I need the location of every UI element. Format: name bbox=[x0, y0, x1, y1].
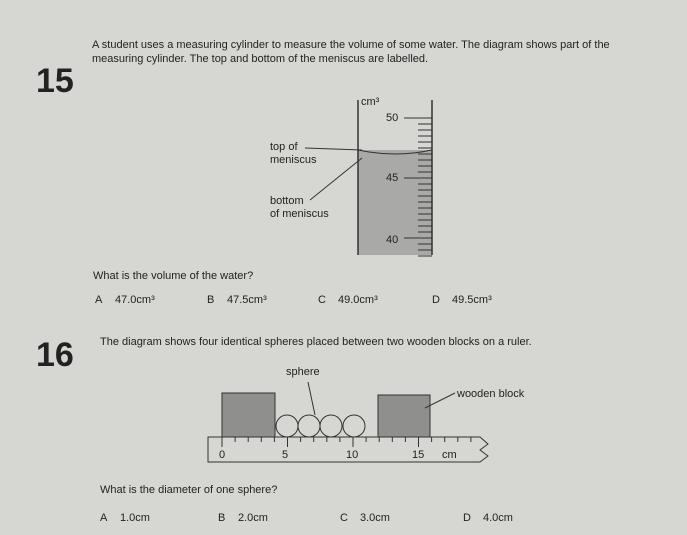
sphere bbox=[319, 414, 343, 438]
pointer-bottom bbox=[309, 157, 363, 201]
sphere bbox=[275, 414, 299, 438]
prompt: What is the diameter of one sphere? bbox=[100, 484, 278, 496]
question-number: 16 bbox=[36, 336, 74, 374]
sphere-label: sphere bbox=[286, 366, 320, 378]
ruler-label: 10 bbox=[346, 449, 359, 461]
option-text: 3.0cm bbox=[360, 512, 390, 524]
option-text: 2.0cm bbox=[238, 512, 268, 524]
option-letter: A bbox=[100, 512, 108, 524]
sphere-pointer bbox=[307, 381, 316, 416]
ruler-label: 15 bbox=[412, 449, 425, 461]
scale-label: 45 bbox=[386, 172, 399, 184]
option-letter: D bbox=[432, 294, 440, 306]
option-text: 49.5cm³ bbox=[452, 294, 492, 306]
ruler-unit: cm bbox=[442, 449, 457, 461]
ruler-label: 0 bbox=[219, 449, 226, 461]
option-letter: D bbox=[463, 512, 471, 524]
question-text: The diagram shows four identical spheres… bbox=[100, 336, 532, 348]
block-label: wooden block bbox=[457, 388, 525, 400]
option-letter: C bbox=[340, 512, 348, 524]
option-letter: A bbox=[95, 294, 103, 306]
wooden-block bbox=[377, 394, 431, 438]
wooden-block bbox=[221, 392, 276, 438]
option-text: 49.0cm³ bbox=[338, 294, 378, 306]
option-letter: B bbox=[207, 294, 215, 306]
option-text: 47.5cm³ bbox=[227, 294, 267, 306]
option-letter: B bbox=[218, 512, 226, 524]
scale-label: 40 bbox=[386, 234, 399, 246]
label-line: of meniscus bbox=[270, 208, 329, 220]
sphere bbox=[297, 414, 321, 438]
option-letter: C bbox=[318, 294, 326, 306]
question-text: A student uses a measuring cylinder to m… bbox=[92, 39, 610, 65]
pointer-top bbox=[304, 147, 363, 151]
block-pointer bbox=[424, 392, 456, 409]
option-text: 4.0cm bbox=[483, 512, 513, 524]
option-text: 1.0cm bbox=[120, 512, 150, 524]
label-line: top of bbox=[270, 141, 298, 153]
label-line: bottom bbox=[270, 195, 304, 207]
question-number: 15 bbox=[36, 62, 74, 100]
meniscus bbox=[357, 149, 433, 155]
unit-label: cm³ bbox=[361, 96, 380, 108]
scale-label: 50 bbox=[386, 112, 399, 124]
sphere bbox=[342, 414, 366, 438]
cylinder-scale bbox=[404, 117, 432, 257]
option-text: 47.0cm³ bbox=[115, 294, 155, 306]
prompt: What is the volume of the water? bbox=[93, 270, 254, 282]
label-line: meniscus bbox=[270, 154, 317, 166]
ruler-ticks bbox=[221, 437, 472, 447]
ruler-label: 5 bbox=[282, 449, 289, 461]
